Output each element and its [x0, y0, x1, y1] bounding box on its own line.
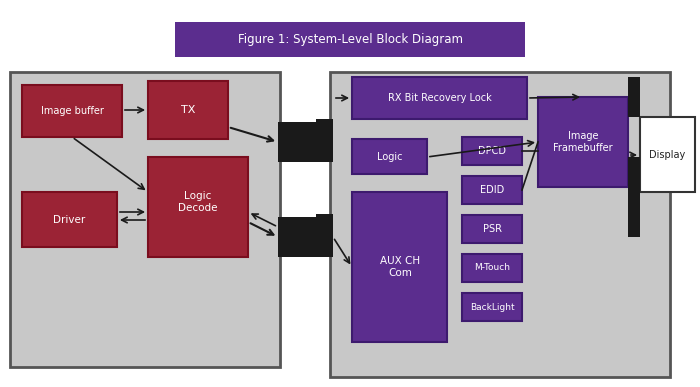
FancyBboxPatch shape — [462, 254, 522, 282]
Text: RX Bit Recovery Lock: RX Bit Recovery Lock — [388, 93, 492, 103]
FancyBboxPatch shape — [316, 119, 333, 154]
FancyBboxPatch shape — [462, 176, 522, 204]
Text: EDID: EDID — [480, 185, 504, 195]
FancyBboxPatch shape — [10, 72, 280, 367]
FancyBboxPatch shape — [352, 77, 527, 119]
Text: BackLight: BackLight — [470, 303, 514, 312]
Text: PSR: PSR — [482, 224, 501, 234]
Text: Driver: Driver — [53, 215, 85, 225]
Text: Image buffer: Image buffer — [41, 106, 104, 116]
FancyBboxPatch shape — [22, 85, 122, 137]
FancyBboxPatch shape — [538, 97, 628, 187]
Text: Logic
Decode: Logic Decode — [178, 191, 218, 213]
FancyBboxPatch shape — [352, 139, 427, 174]
FancyBboxPatch shape — [148, 157, 248, 257]
Text: TX: TX — [181, 105, 195, 115]
FancyBboxPatch shape — [316, 214, 333, 249]
FancyBboxPatch shape — [628, 77, 640, 117]
FancyBboxPatch shape — [462, 215, 522, 243]
FancyBboxPatch shape — [352, 192, 447, 342]
FancyBboxPatch shape — [278, 122, 333, 162]
FancyBboxPatch shape — [330, 72, 670, 377]
FancyBboxPatch shape — [22, 192, 117, 247]
Text: DPCD: DPCD — [478, 146, 506, 156]
Text: Image
Framebuffer: Image Framebuffer — [553, 131, 612, 153]
FancyBboxPatch shape — [278, 217, 333, 257]
FancyBboxPatch shape — [462, 137, 522, 165]
FancyBboxPatch shape — [628, 157, 640, 237]
Text: Logic: Logic — [377, 152, 402, 162]
FancyBboxPatch shape — [175, 22, 525, 57]
FancyBboxPatch shape — [462, 293, 522, 321]
Text: AUX CH
Com: AUX CH Com — [380, 256, 420, 278]
Text: Figure 1: System-Level Block Diagram: Figure 1: System-Level Block Diagram — [237, 33, 463, 46]
FancyBboxPatch shape — [148, 81, 228, 139]
Text: M-Touch: M-Touch — [474, 264, 510, 272]
Text: Display: Display — [649, 150, 685, 160]
FancyBboxPatch shape — [640, 117, 695, 192]
